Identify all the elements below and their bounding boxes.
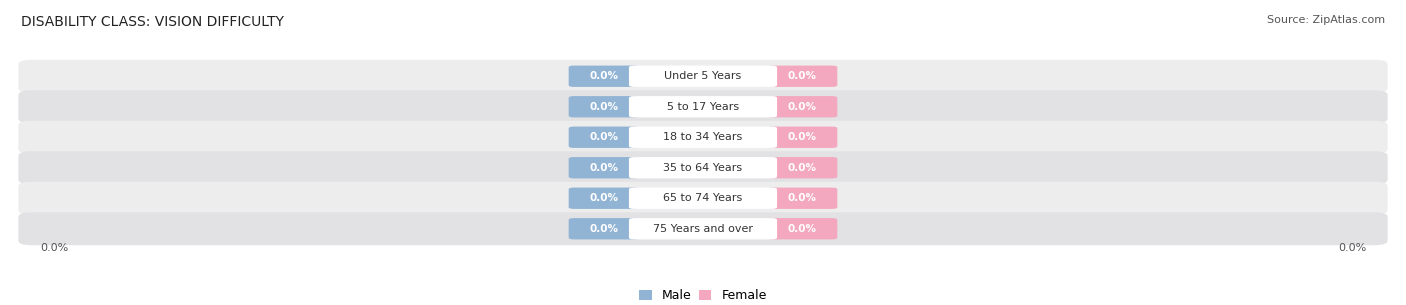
FancyBboxPatch shape [18,182,1388,215]
Text: 0.0%: 0.0% [589,163,619,173]
Text: 18 to 34 Years: 18 to 34 Years [664,132,742,142]
Text: 75 Years and over: 75 Years and over [652,224,754,234]
Text: 0.0%: 0.0% [589,193,619,203]
FancyBboxPatch shape [568,188,640,209]
Text: 0.0%: 0.0% [589,102,619,112]
FancyBboxPatch shape [628,188,778,209]
Text: 0.0%: 0.0% [787,132,817,142]
FancyBboxPatch shape [628,66,778,87]
FancyBboxPatch shape [18,60,1388,93]
FancyBboxPatch shape [766,157,838,178]
Legend: Male, Female: Male, Female [640,289,766,303]
FancyBboxPatch shape [568,218,640,239]
FancyBboxPatch shape [628,127,778,148]
FancyBboxPatch shape [18,151,1388,184]
Text: 0.0%: 0.0% [787,71,817,81]
FancyBboxPatch shape [568,96,640,117]
Text: 0.0%: 0.0% [589,224,619,234]
FancyBboxPatch shape [766,218,838,239]
Text: 65 to 74 Years: 65 to 74 Years [664,193,742,203]
Text: Source: ZipAtlas.com: Source: ZipAtlas.com [1267,15,1385,25]
Text: 0.0%: 0.0% [787,193,817,203]
Text: 0.0%: 0.0% [39,243,67,253]
FancyBboxPatch shape [628,96,778,117]
FancyBboxPatch shape [628,218,778,239]
FancyBboxPatch shape [18,90,1388,123]
Text: 0.0%: 0.0% [787,163,817,173]
FancyBboxPatch shape [568,127,640,148]
Text: Under 5 Years: Under 5 Years [665,71,741,81]
Text: 35 to 64 Years: 35 to 64 Years [664,163,742,173]
FancyBboxPatch shape [628,157,778,178]
Text: 0.0%: 0.0% [787,102,817,112]
FancyBboxPatch shape [18,121,1388,154]
Text: 5 to 17 Years: 5 to 17 Years [666,102,740,112]
Text: 0.0%: 0.0% [787,224,817,234]
Text: 0.0%: 0.0% [589,132,619,142]
FancyBboxPatch shape [766,127,838,148]
FancyBboxPatch shape [766,188,838,209]
FancyBboxPatch shape [568,157,640,178]
FancyBboxPatch shape [766,96,838,117]
Text: 0.0%: 0.0% [589,71,619,81]
Text: 0.0%: 0.0% [1339,243,1367,253]
FancyBboxPatch shape [568,66,640,87]
Text: DISABILITY CLASS: VISION DIFFICULTY: DISABILITY CLASS: VISION DIFFICULTY [21,15,284,29]
FancyBboxPatch shape [766,66,838,87]
FancyBboxPatch shape [18,212,1388,245]
